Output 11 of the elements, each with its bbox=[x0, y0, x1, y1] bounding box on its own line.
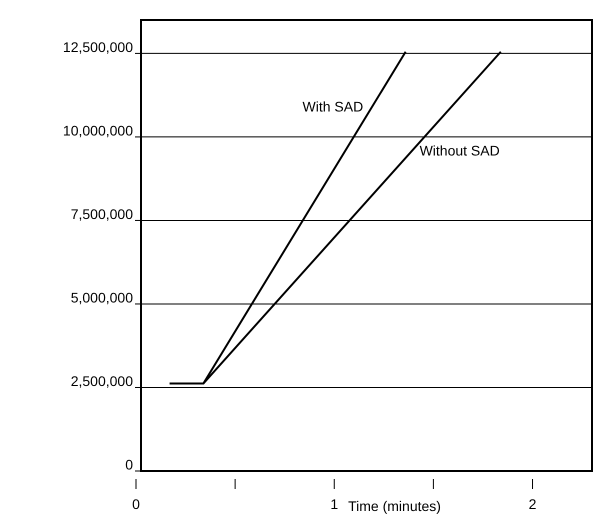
series-label: Without SAD bbox=[420, 142, 500, 158]
y-tick-label: 5,000,000 bbox=[70, 290, 134, 306]
y-tick-label: 12,500,000 bbox=[62, 39, 134, 56]
y-tick-label: 2,500,000 bbox=[70, 373, 134, 390]
y-tick-label: 0 bbox=[125, 456, 134, 473]
series-label: With SAD bbox=[302, 98, 364, 114]
y-tick-label: 7,500,000 bbox=[70, 206, 134, 222]
x-axis-title: Time (minutes) bbox=[348, 498, 441, 514]
y-tick-label: 10,000,000 bbox=[62, 122, 134, 139]
x-tick-label: 1 bbox=[330, 496, 338, 512]
x-tick-label: 2 bbox=[528, 496, 537, 512]
